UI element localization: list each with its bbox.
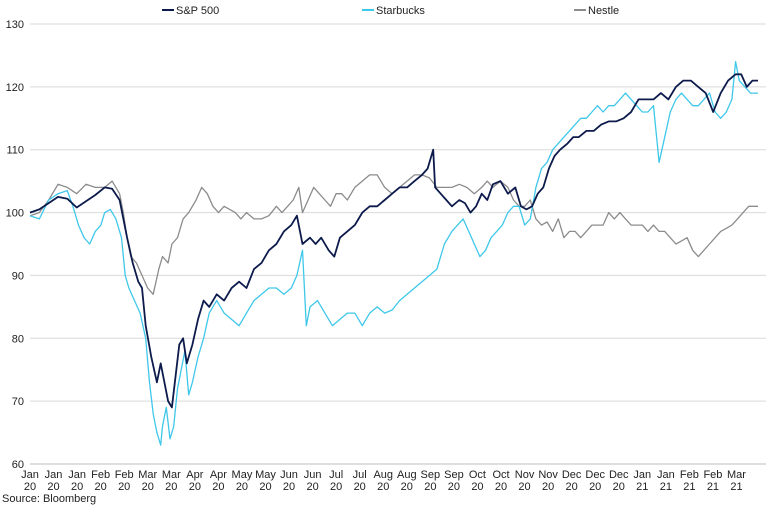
y-tick-label: 120 [6,82,24,94]
x-tick-label: Mar [162,469,181,481]
gridlines [30,23,766,402]
series-line-nestle [29,174,758,295]
x-tick-label: 20 [613,481,625,493]
x-tick-label: 20 [518,481,530,493]
x-tick-label: 20 [236,481,248,493]
legend-item-nestle: Nestle [574,5,619,17]
y-tick-label: 90 [12,270,24,282]
x-tick-label: Feb [680,469,699,481]
x-tick-label: 20 [566,481,578,493]
legend-label: Nestle [588,5,619,17]
x-tick-label: Aug [373,469,393,481]
x-tick-label: 20 [212,481,224,493]
x-tick-label: Apr [186,469,203,481]
x-tick-label: 20 [24,481,36,493]
x-tick-label: 20 [354,481,366,493]
x-tick-label: Jan [68,469,86,481]
x-tick-label: Dec [562,469,582,481]
x-tick-label: Aug [397,469,417,481]
x-tick-label: 20 [495,481,507,493]
x-tick-label: 20 [471,481,483,493]
legend-item-s-p-500: S&P 500 [162,5,219,17]
x-tick-label: 20 [589,481,601,493]
x-tick-label: 20 [142,481,154,493]
x-tick-label: 20 [448,481,460,493]
x-tick-label: Dec [585,469,605,481]
x-tick-label: 20 [283,481,295,493]
x-tick-label: 20 [165,481,177,493]
x-tick-label: 20 [71,481,83,493]
y-tick-label: 100 [6,208,24,220]
x-tick-label: Jan [21,469,39,481]
x-tick-label: Nov [538,469,558,481]
x-tick-label: May [232,469,253,481]
x-tick-label: Jul [329,469,343,481]
x-tick-label: 20 [47,481,59,493]
y-tick-label: 60 [12,459,24,471]
x-tick-label: Jan [45,469,63,481]
x-tick-label: Feb [703,469,722,481]
x-tick-label: 20 [424,481,436,493]
x-tick-label: Sep [444,469,464,481]
x-tick-label: Oct [492,469,509,481]
series-line-starbucks [29,61,758,446]
x-tick-label: Jan [633,469,651,481]
x-tick-label: Apr [210,469,227,481]
source-note: Source: Bloomberg [2,493,97,505]
x-tick-label: 21 [730,481,742,493]
series-lines [29,61,758,446]
x-tick-label: 20 [95,481,107,493]
x-tick-label: Jun [280,469,298,481]
x-tick-label: Jul [353,469,367,481]
x-tick-label: Nov [515,469,535,481]
x-tick-label: Sep [421,469,441,481]
x-tick-label: 20 [401,481,413,493]
x-tick-label: Oct [469,469,486,481]
y-tick-label: 130 [6,19,24,31]
x-tick-label: 20 [330,481,342,493]
x-tick-label: Mar [727,469,746,481]
x-tick-label: 21 [707,481,719,493]
x-axis-ticks: Jan20Jan20Jan20Feb20Feb20Mar20Mar20Apr20… [21,469,746,493]
x-tick-label: 20 [259,481,271,493]
x-tick-label: 21 [636,481,648,493]
y-tick-label: 80 [12,333,24,345]
x-tick-label: Feb [115,469,134,481]
y-tick-label: 110 [6,145,24,157]
x-tick-label: Dec [609,469,629,481]
legend-item-starbucks: Starbucks [362,5,425,17]
x-tick-label: Jun [304,469,322,481]
x-tick-label: Feb [91,469,110,481]
x-tick-label: Jan [657,469,675,481]
x-tick-label: 21 [660,481,672,493]
x-tick-label: 20 [189,481,201,493]
x-tick-label: 20 [118,481,130,493]
y-tick-label: 70 [12,396,24,408]
x-tick-label: 20 [377,481,389,493]
x-tick-label: 20 [306,481,318,493]
x-tick-label: May [255,469,276,481]
x-tick-label: 21 [683,481,695,493]
x-tick-label: Mar [138,469,157,481]
legend: S&P 500 Starbucks Nestle [162,5,619,17]
legend-label: S&P 500 [176,5,219,17]
legend-label: Starbucks [376,5,425,17]
x-tick-label: 20 [542,481,554,493]
y-axis-ticks: 60 70 80 90 100 110 120 130 [6,19,24,471]
series-line-s-p-500 [29,73,758,409]
